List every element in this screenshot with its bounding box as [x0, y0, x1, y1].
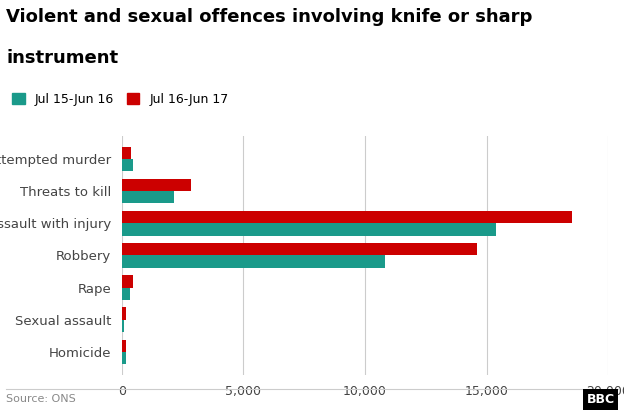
Bar: [122, 339, 125, 352]
Bar: [122, 223, 497, 236]
Bar: [122, 211, 572, 223]
Bar: [122, 191, 174, 204]
Bar: [122, 288, 130, 300]
Legend: Jul 15-Jun 16, Jul 16-Jun 17: Jul 15-Jun 16, Jul 16-Jun 17: [12, 93, 228, 106]
Bar: [122, 243, 477, 255]
Bar: [122, 255, 384, 268]
Bar: [122, 159, 134, 171]
Bar: [122, 320, 124, 332]
Bar: [122, 307, 126, 320]
Text: Source: ONS: Source: ONS: [6, 394, 76, 404]
Bar: [122, 275, 134, 288]
Bar: [122, 147, 132, 159]
Text: Violent and sexual offences involving knife or sharp: Violent and sexual offences involving kn…: [6, 8, 533, 26]
Text: instrument: instrument: [6, 49, 119, 68]
Bar: [122, 352, 126, 364]
Text: BBC: BBC: [587, 393, 615, 406]
Bar: [122, 179, 191, 191]
